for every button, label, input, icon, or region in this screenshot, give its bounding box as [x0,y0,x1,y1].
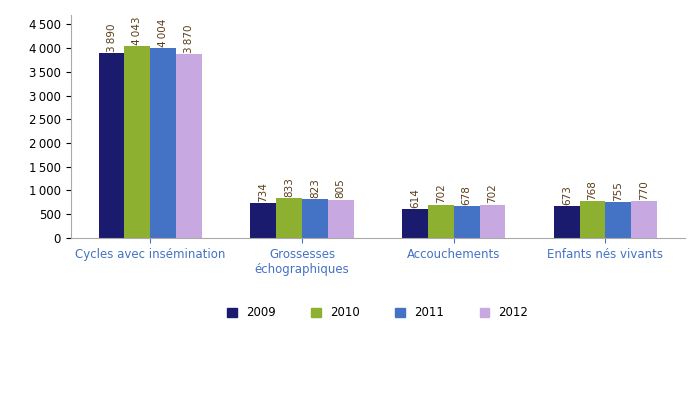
Bar [606,202,631,238]
Text: 3 890: 3 890 [106,24,116,52]
Text: 3 870: 3 870 [184,25,194,53]
Bar [176,54,202,238]
Text: 770: 770 [639,180,649,200]
Text: 673: 673 [562,185,572,205]
Text: 734: 734 [258,182,268,202]
Text: 768: 768 [587,180,598,200]
Text: 805: 805 [336,179,346,198]
Bar [328,200,354,238]
Bar [251,203,276,238]
Text: 823: 823 [310,178,320,198]
Bar [99,54,125,238]
Bar [302,199,328,238]
Legend: 2009, 2010, 2011, 2012: 2009, 2010, 2011, 2012 [228,306,528,319]
Bar [428,204,454,238]
Bar [631,201,657,238]
Bar [554,206,580,238]
Text: 4 004: 4 004 [158,18,168,47]
Bar [125,46,150,238]
Text: 755: 755 [613,181,624,201]
Bar [276,198,302,238]
Bar [580,201,606,238]
Bar [402,209,428,238]
Text: 678: 678 [461,184,472,204]
Text: 702: 702 [436,184,446,203]
Bar [480,204,505,238]
Text: 702: 702 [487,184,498,203]
Text: 833: 833 [284,177,294,197]
Text: 614: 614 [410,188,420,207]
Text: 4 043: 4 043 [132,16,142,45]
Bar [454,206,480,238]
Bar [150,48,176,238]
